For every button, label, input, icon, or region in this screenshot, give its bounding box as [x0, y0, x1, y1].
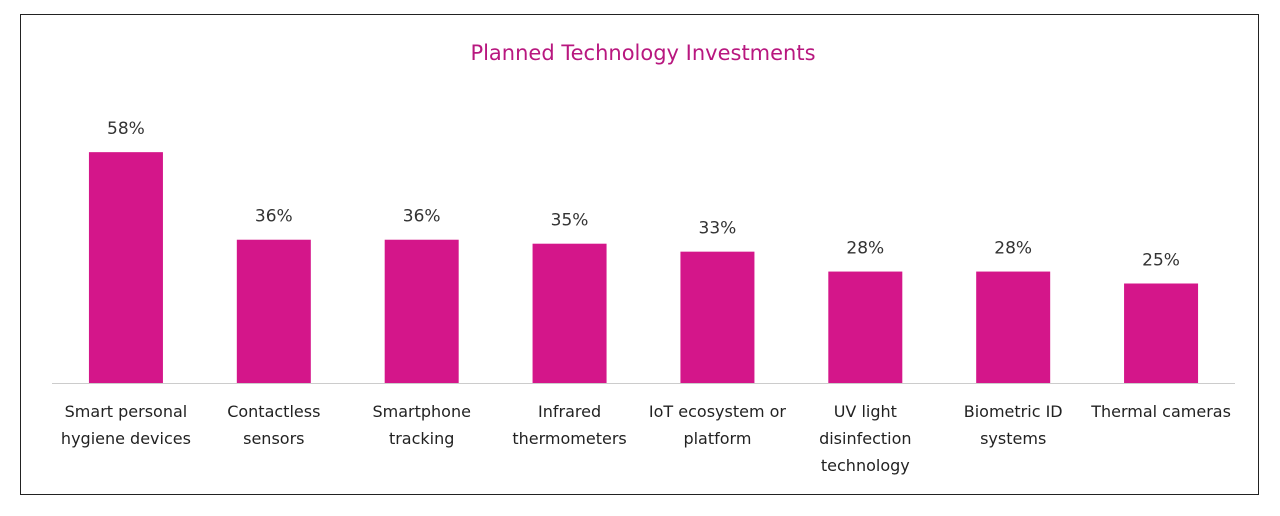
value-label: 36% [255, 207, 293, 227]
value-label: 36% [403, 207, 441, 227]
bar [976, 271, 1051, 383]
x-tick-label: Contactless sensors [227, 402, 321, 448]
x-tick-label: Smartphone tracking [372, 402, 471, 448]
x-tick-label: UV light disinfection technology [819, 402, 912, 475]
chart-frame [20, 14, 1259, 495]
bar [384, 239, 459, 383]
x-tick-label: IoT ecosystem or platform [648, 402, 786, 448]
value-label: 33% [699, 219, 737, 239]
x-tick-label: Biometric ID systems [963, 402, 1063, 448]
x-tick-label: Infrared thermometers [512, 402, 627, 448]
value-label: 28% [846, 239, 884, 259]
value-label: 35% [551, 211, 589, 231]
bar [680, 251, 755, 383]
value-label: 28% [994, 239, 1032, 259]
bar [828, 271, 903, 383]
x-tick-label: Thermal cameras [1091, 402, 1231, 421]
bar [88, 152, 163, 383]
bar [1124, 283, 1199, 383]
bar [236, 239, 311, 383]
x-tick-label: Smart personal hygiene devices [60, 402, 191, 448]
value-label: 58% [107, 119, 145, 139]
value-label: 25% [1142, 251, 1180, 271]
bar [532, 243, 607, 383]
chart-title: Planned Technology Investments [470, 41, 815, 65]
